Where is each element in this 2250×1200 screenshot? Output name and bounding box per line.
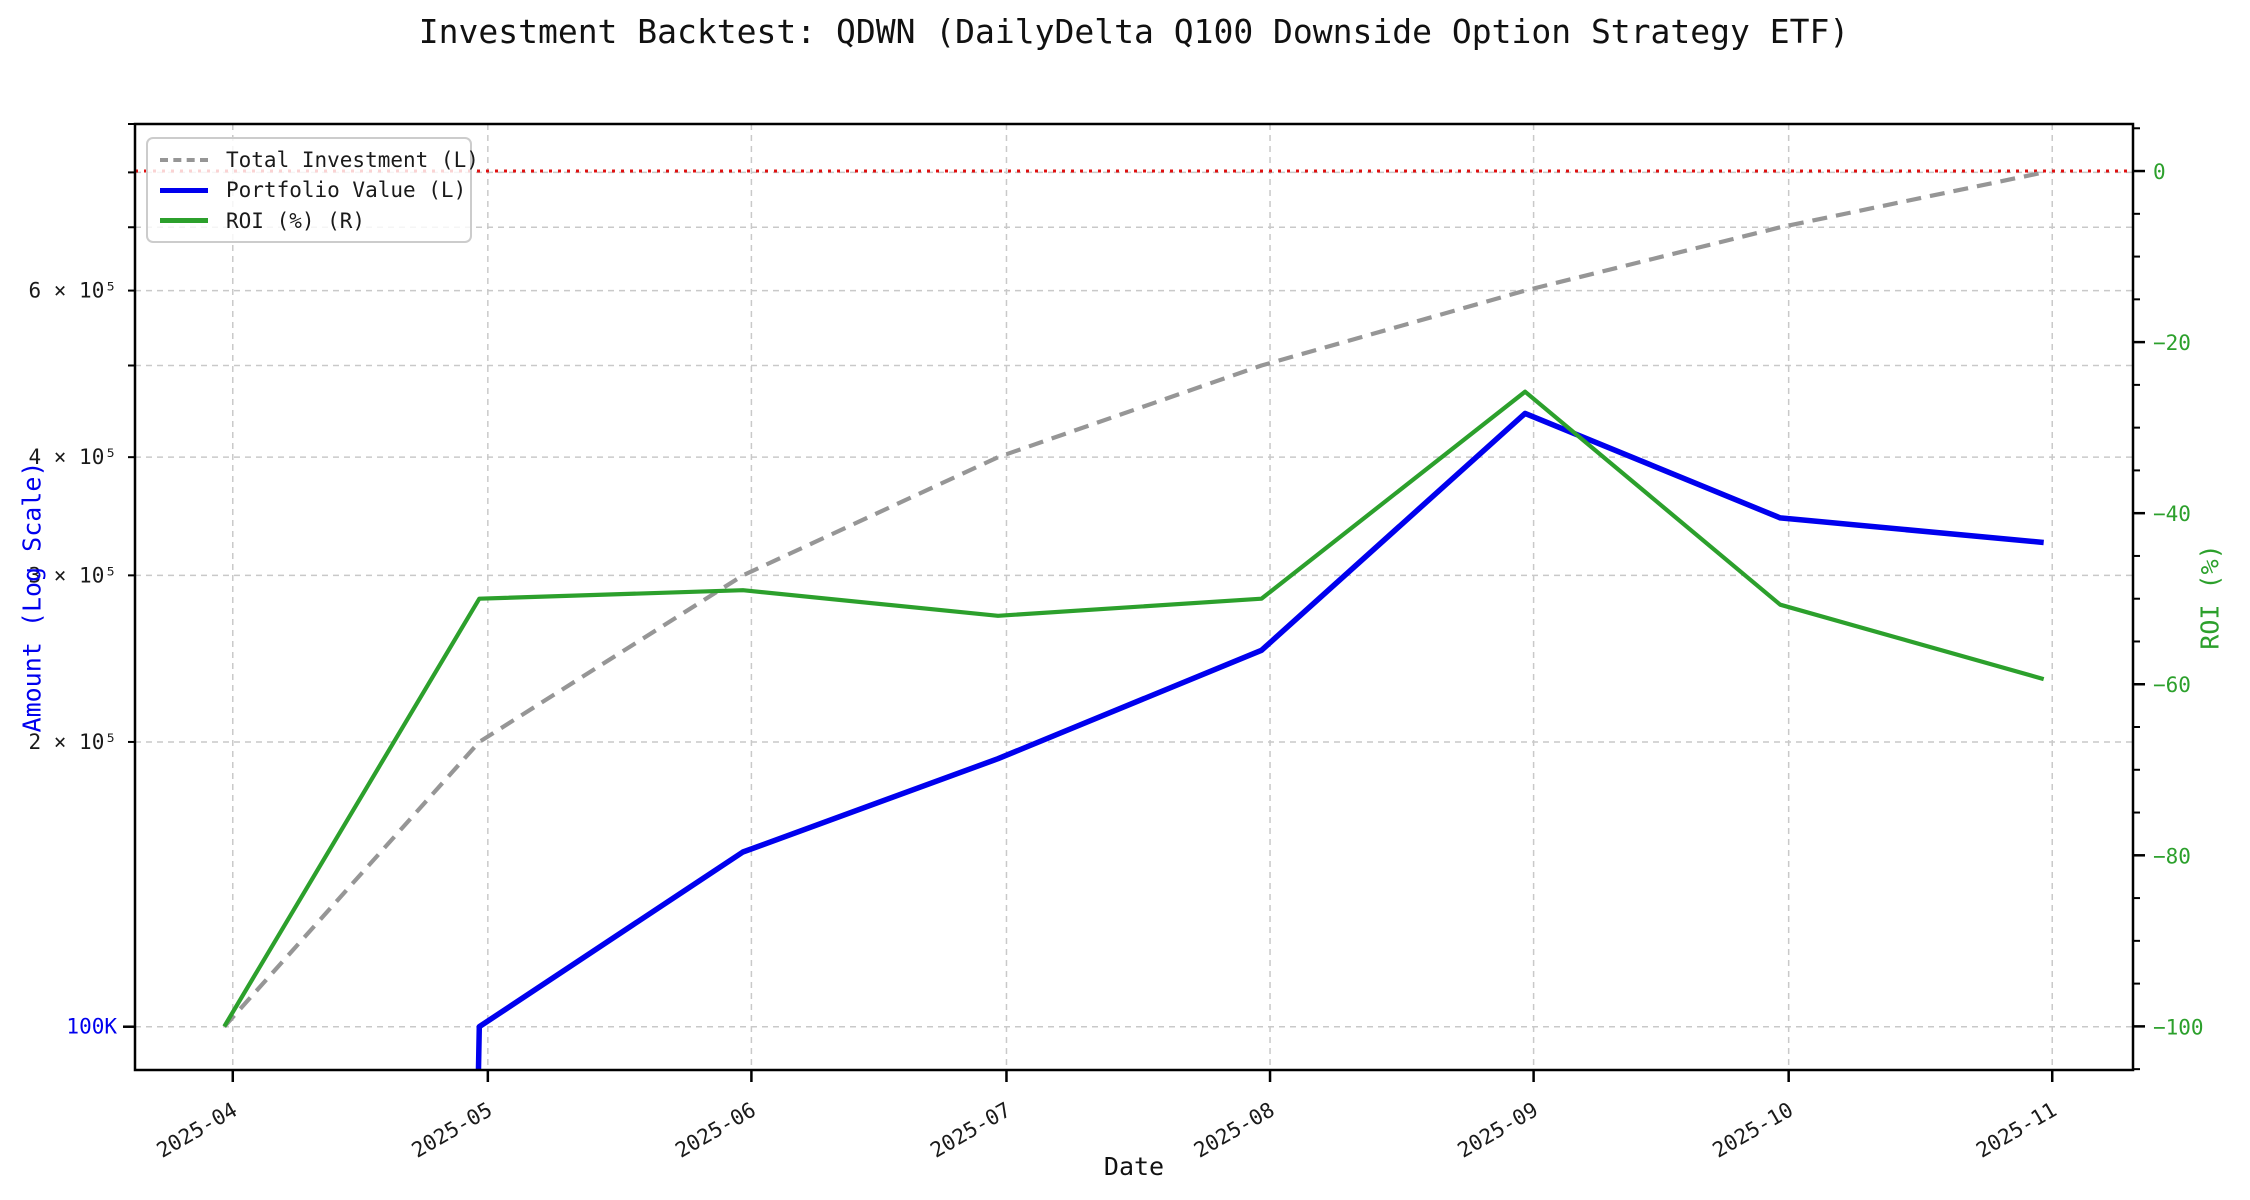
dashed-line-swatch <box>160 157 208 162</box>
solid-line-swatch <box>160 218 208 223</box>
svg-text:100K: 100K <box>66 1015 117 1039</box>
svg-text:3 × 10⁵: 3 × 10⁵ <box>28 563 117 587</box>
legend: Total Investment (L) Portfolio Value (L)… <box>146 137 479 243</box>
x-axis-title: Date <box>1103 1152 1165 1181</box>
svg-text:−100: −100 <box>2153 1015 2204 1039</box>
chart-title: Investment Backtest: QDWN (DailyDelta Q1… <box>418 12 1850 51</box>
legend-item-total-investment: Total Investment (L) <box>160 148 479 172</box>
svg-text:4 × 10⁵: 4 × 10⁵ <box>28 445 117 469</box>
svg-text:6 × 10⁵: 6 × 10⁵ <box>28 279 117 303</box>
svg-text:−80: −80 <box>2153 844 2191 868</box>
svg-text:−40: −40 <box>2153 502 2191 526</box>
right-axis-title: ROI (%) <box>2195 544 2225 650</box>
legend-item-roi: ROI (%) (R) <box>160 209 458 233</box>
solid-line-swatch <box>160 187 208 193</box>
svg-text:−60: −60 <box>2153 673 2191 697</box>
svg-text:0: 0 <box>2153 160 2166 184</box>
left-axis-title: Amount (Log Scale) <box>17 461 47 733</box>
svg-text:2 × 10⁵: 2 × 10⁵ <box>28 730 117 754</box>
legend-item-label: ROI (%) (R) <box>226 208 366 233</box>
svg-text:−20: −20 <box>2153 331 2191 355</box>
legend-item-portfolio-value: Portfolio Value (L) <box>160 178 466 202</box>
legend-item-label: Portfolio Value (L) <box>226 178 467 202</box>
legend-item-label: Total Investment (L) <box>226 147 479 172</box>
